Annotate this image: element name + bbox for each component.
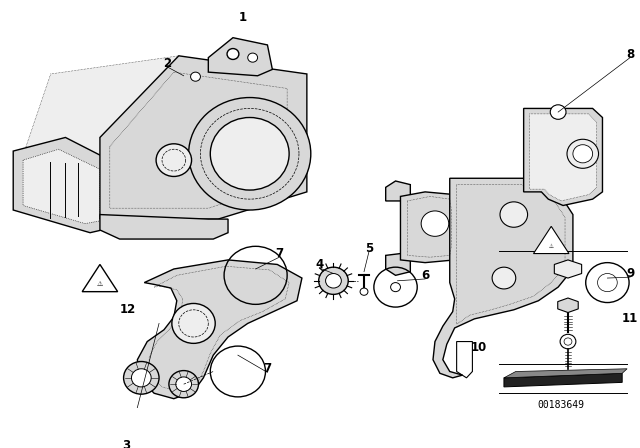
Circle shape <box>172 303 215 343</box>
Polygon shape <box>100 215 228 239</box>
Circle shape <box>131 369 151 387</box>
Text: 2: 2 <box>163 56 171 69</box>
Polygon shape <box>529 114 596 201</box>
Circle shape <box>227 48 239 60</box>
Text: 1: 1 <box>239 11 247 24</box>
Polygon shape <box>209 38 273 76</box>
Text: 4: 4 <box>316 258 324 271</box>
Polygon shape <box>26 56 277 219</box>
Polygon shape <box>386 254 410 276</box>
Circle shape <box>248 53 257 62</box>
Circle shape <box>189 98 311 210</box>
Text: 11: 11 <box>622 312 638 325</box>
Text: 8: 8 <box>626 47 634 60</box>
Circle shape <box>573 145 593 163</box>
Polygon shape <box>13 138 110 233</box>
Circle shape <box>421 211 449 237</box>
Circle shape <box>156 144 191 177</box>
Circle shape <box>360 288 368 295</box>
Circle shape <box>191 72 200 81</box>
Circle shape <box>319 267 348 294</box>
Polygon shape <box>524 108 602 206</box>
Text: 6: 6 <box>421 269 429 282</box>
Circle shape <box>176 377 191 392</box>
Text: 7: 7 <box>275 247 284 260</box>
Circle shape <box>500 202 527 227</box>
Circle shape <box>326 274 341 288</box>
Text: 9: 9 <box>626 267 634 280</box>
Polygon shape <box>534 226 569 254</box>
Polygon shape <box>23 149 100 224</box>
Polygon shape <box>554 260 582 278</box>
Circle shape <box>492 267 516 289</box>
Polygon shape <box>82 264 118 292</box>
Polygon shape <box>433 178 573 378</box>
Circle shape <box>124 362 159 394</box>
Text: 00183649: 00183649 <box>538 400 584 410</box>
Text: 5: 5 <box>365 241 373 254</box>
Circle shape <box>211 117 289 190</box>
Circle shape <box>169 370 198 398</box>
Polygon shape <box>504 369 627 378</box>
Text: 12: 12 <box>120 303 136 316</box>
Circle shape <box>561 263 575 276</box>
Text: ⚠: ⚠ <box>548 244 554 249</box>
Polygon shape <box>100 56 307 219</box>
Text: ⚠: ⚠ <box>97 281 103 288</box>
Circle shape <box>560 334 576 349</box>
Polygon shape <box>401 192 456 263</box>
Polygon shape <box>386 181 410 201</box>
Polygon shape <box>557 298 578 313</box>
Circle shape <box>550 105 566 119</box>
Polygon shape <box>504 373 622 387</box>
Text: 10: 10 <box>471 341 488 354</box>
Polygon shape <box>138 260 302 399</box>
Circle shape <box>567 139 598 168</box>
Text: 7: 7 <box>264 362 271 375</box>
Text: 3: 3 <box>122 439 131 448</box>
